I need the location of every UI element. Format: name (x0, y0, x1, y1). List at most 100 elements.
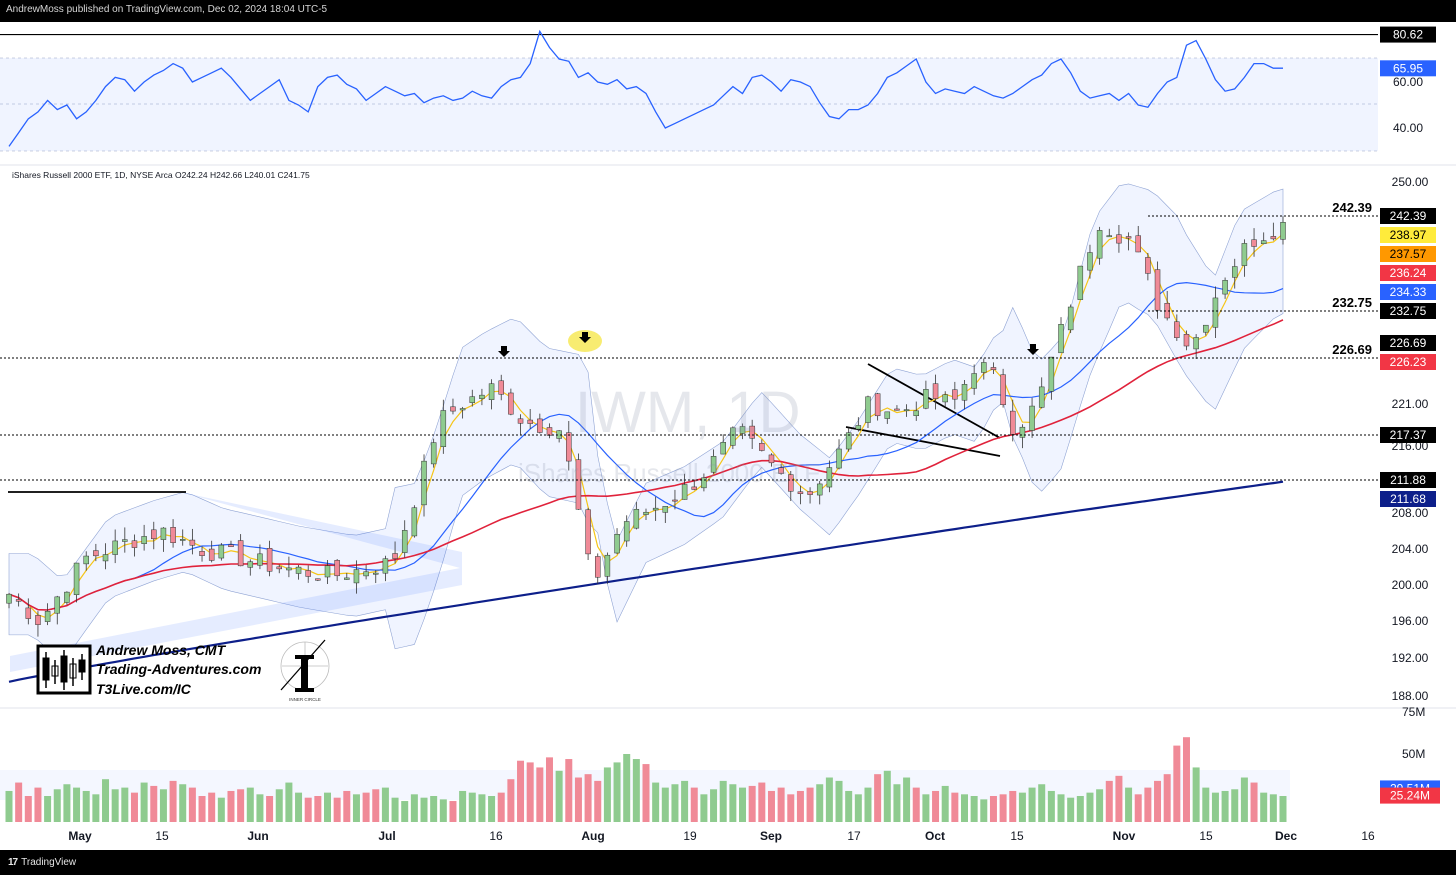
volume-bar (874, 774, 882, 822)
volume-bar (150, 785, 158, 822)
candle-body (237, 540, 244, 567)
price-badge (1380, 354, 1436, 370)
volume-bar (806, 787, 814, 822)
volume-bar (584, 774, 592, 822)
volume-bar (854, 794, 862, 822)
candle-body (768, 454, 775, 464)
candle-body (662, 506, 669, 513)
candle-body (971, 373, 977, 389)
candle-body (672, 499, 678, 502)
candle-body (189, 539, 196, 546)
volume-bar (623, 754, 631, 822)
volume-bar (883, 770, 891, 822)
candle-body (247, 561, 254, 568)
volume-bar (1154, 780, 1162, 822)
price-badge-label: 232.75 (1390, 304, 1427, 318)
rsi-badge (1380, 26, 1436, 43)
time-tick-label: Nov (1113, 829, 1136, 843)
candle-body (83, 555, 89, 565)
candle-body (1193, 337, 1199, 350)
candle-body (778, 467, 784, 474)
candle-body (981, 362, 987, 373)
price-tick-label: 192.00 (1392, 651, 1429, 665)
volume-bar (1163, 774, 1171, 822)
volume-tick-label: 50M (1402, 747, 1425, 761)
price-badge-label: 238.97 (1390, 228, 1427, 242)
price-tick-label: 196.00 (1392, 614, 1429, 628)
price-tick-label: 200.00 (1392, 578, 1429, 592)
candle-body (373, 572, 379, 575)
volume-bar (1086, 792, 1094, 822)
inner-circle-logo: INNER CIRCLE (280, 639, 330, 702)
candle-body (64, 591, 70, 603)
volume-bar (352, 794, 360, 822)
price-badge (1380, 208, 1436, 224)
candle-body (1270, 236, 1277, 240)
candle-body (440, 410, 447, 447)
time-tick-label: 15 (155, 829, 169, 843)
candle-body (1048, 356, 1055, 392)
volume-bar (1260, 792, 1268, 822)
volume-bar (1134, 794, 1142, 822)
volume-bar (845, 790, 853, 822)
tradingview-brand: 17 TradingView (8, 857, 76, 868)
candle-body (411, 507, 418, 537)
volume-bar (246, 787, 254, 822)
candle-body (1067, 306, 1074, 331)
candle-body (392, 553, 398, 559)
price-badge (1380, 303, 1436, 319)
volume-bar (314, 796, 322, 822)
volume-bar (652, 782, 660, 822)
volume-bar (574, 777, 582, 822)
candle-body (720, 442, 726, 455)
candle-body (517, 418, 524, 424)
author-name: Andrew Moss, CMT (95, 642, 227, 658)
volume-bar (256, 794, 264, 822)
volume-bar (690, 787, 698, 822)
price-badge-label: 211.88 (1390, 473, 1426, 487)
candle-body (527, 419, 533, 424)
volume-bar (1028, 787, 1036, 822)
volume-bar (227, 790, 235, 822)
candle-body (35, 615, 41, 625)
candle-body (788, 474, 794, 492)
candle-body (1183, 334, 1190, 347)
volume-bar (343, 790, 351, 822)
volume-bar (739, 787, 747, 822)
candle-body (807, 491, 813, 495)
volume-bar (603, 767, 611, 822)
rsi-pane: 60.00 40.00 80.62 65.95 (0, 26, 1436, 147)
price-badge-label: 237.57 (1390, 247, 1427, 261)
rsi-badge (1380, 60, 1436, 77)
volume-bar (488, 796, 496, 822)
candle-body (1077, 265, 1084, 300)
candle-body (479, 394, 485, 399)
volume-bar (15, 782, 23, 822)
time-tick-label: 19 (683, 829, 697, 843)
volume-bar (835, 780, 843, 822)
price-tick-label: 188.00 (1392, 689, 1429, 703)
support-resistance-levels: 242.39 232.75 226.69 (0, 200, 1378, 481)
candle-body (1280, 222, 1286, 240)
volume-bar (102, 779, 110, 822)
volume-bar (82, 790, 90, 822)
volume-bar (217, 797, 225, 822)
candle-body (44, 611, 51, 622)
price-badge-label: 226.69 (1390, 336, 1427, 350)
volume-bar (1231, 789, 1239, 822)
volume-bar (295, 792, 303, 822)
candle-body (1174, 321, 1180, 338)
volume-bar (324, 792, 331, 822)
candle-body (730, 427, 736, 446)
volume-bar (661, 787, 669, 822)
candle-body (450, 406, 456, 412)
candle-body (537, 418, 543, 433)
volume-bar (671, 784, 679, 822)
volume-bar (796, 790, 804, 822)
candle-body (652, 507, 659, 511)
price-tick-label: 221.00 (1392, 397, 1429, 411)
volume-bar (188, 787, 196, 822)
candle-body (923, 389, 929, 409)
volume-bar (1057, 794, 1065, 822)
